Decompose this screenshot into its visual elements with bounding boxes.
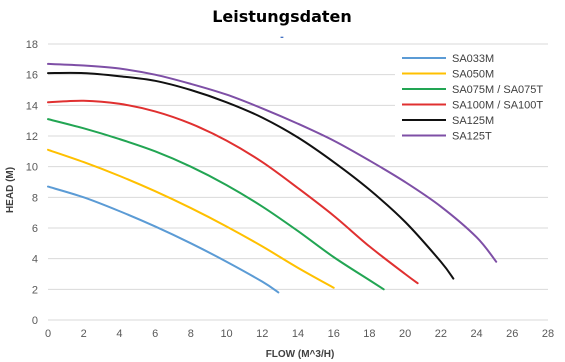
x-tick-label: 8 [188,328,194,340]
legend-background [395,47,553,149]
series-line-sa125t [47,62,498,263]
y-tick-label: 14 [26,100,38,112]
legend-label: SA075M / SA075T [452,84,543,96]
y-tick-label: 16 [26,70,38,82]
y-tick-label: 18 [26,39,38,51]
legend-label: SA050M [452,69,494,81]
x-tick-label: 0 [45,328,51,340]
y-tick-label: 8 [32,192,38,204]
x-axis: 0 2 4 6 8 10 12 14 16 18 20 22 24 26 28 [45,328,554,340]
series-line-sa075m-sa075t [47,118,385,291]
y-tick-label: 4 [32,254,38,266]
series-lines [47,62,498,294]
legend: SA033M SA050M SA075M / SA075T SA100M / SA10… [395,47,553,149]
x-tick-label: 2 [81,328,87,340]
y-tick-label: 2 [32,284,38,296]
y-tick-label: 6 [32,223,38,235]
x-tick-label: 6 [152,328,158,340]
x-tick-label: 4 [116,328,122,340]
x-axis-title: FLOW (M^3/H) [266,349,335,360]
chart-title: Leistungsdaten [212,7,352,26]
legend-label: SA125M [452,115,494,127]
y-tick-label: 10 [26,162,38,174]
series-line-sa033m [47,185,280,294]
x-tick-label: 28 [542,328,554,340]
y-axis-title: HEAD (M) [5,167,16,213]
y-tick-label: 12 [26,131,38,143]
y-axis: 0 2 4 6 8 10 12 14 16 18 [26,39,38,327]
x-tick-label: 10 [220,328,232,340]
x-tick-label: 12 [256,328,268,340]
grid [48,43,548,321]
x-tick-label: 16 [328,328,340,340]
x-tick-label: 26 [506,328,518,340]
title-mark: - [280,31,284,43]
series-line-sa100m-sa100t [47,99,419,285]
legend-label: SA100M / SA100T [452,100,543,112]
series-line-sa050m [47,148,335,289]
x-tick-label: 14 [292,328,304,340]
y-tick-label: 0 [32,315,38,327]
x-tick-label: 18 [363,328,375,340]
series-line-sa125m [47,71,455,280]
x-tick-label: 20 [399,328,411,340]
x-tick-label: 24 [470,328,482,340]
legend-label: SA125T [452,131,492,143]
legend-label: SA033M [452,53,494,65]
x-tick-label: 22 [435,328,447,340]
